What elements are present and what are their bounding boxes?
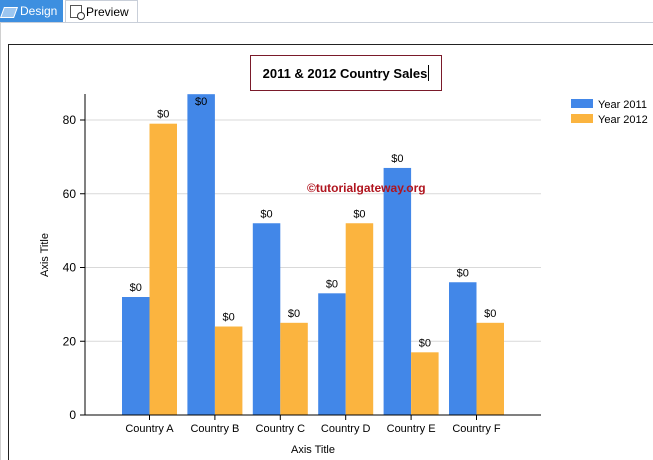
legend-swatch	[571, 114, 593, 123]
x-tick-label: Country C	[256, 423, 306, 435]
bar-year-2012	[280, 322, 308, 415]
y-tick-label: 60	[63, 187, 77, 201]
bar-year-2011	[252, 223, 281, 415]
data-label: $0	[457, 267, 469, 279]
bar-year-2011	[187, 94, 215, 415]
x-tick-label: Country A	[125, 423, 174, 435]
data-label: $0	[353, 208, 365, 220]
watermark-text: ©tutorialgateway.org	[307, 181, 426, 195]
data-label: $0	[130, 282, 142, 294]
bar-year-2011	[449, 282, 477, 415]
design-surface-edge	[0, 22, 1, 460]
x-tick-label: Country E	[387, 423, 436, 435]
bar-year-2011	[122, 297, 150, 415]
y-tick-label: 20	[63, 334, 77, 348]
legend-label: Year 2011	[598, 99, 647, 111]
y-tick-label: 40	[63, 261, 77, 275]
text-caret	[428, 65, 430, 81]
tab-design[interactable]: Design	[0, 0, 63, 22]
report-body	[8, 44, 653, 460]
y-axis-title: Axis Title	[39, 233, 51, 277]
data-label: $0	[484, 308, 496, 320]
preview-icon	[70, 5, 85, 20]
x-tick-label: Country F	[452, 423, 501, 435]
bar-year-2011	[318, 293, 346, 415]
bars	[122, 94, 504, 415]
data-label: $0	[326, 278, 338, 290]
legend-label: Year 2012	[598, 114, 648, 126]
data-label: $0	[195, 96, 207, 108]
data-label: $0	[157, 109, 169, 121]
x-axis-title: Axis Title	[291, 444, 335, 456]
chart-title[interactable]: 2011 & 2012 Country Sales	[250, 55, 442, 91]
bar-year-2012	[149, 123, 177, 415]
tab-preview[interactable]: Preview	[65, 0, 138, 22]
y-tick-label: 80	[63, 113, 77, 127]
legend-swatch	[571, 99, 593, 108]
tab-design-label: Design	[20, 4, 58, 18]
x-tick-label: Country B	[190, 423, 239, 435]
legend: Year 2011 Year 2012	[571, 99, 648, 126]
data-label: $0	[391, 153, 403, 165]
bar-year-2012	[411, 352, 439, 415]
bar-year-2012	[476, 322, 504, 415]
bar-year-2012	[214, 326, 243, 415]
bar-year-2011	[383, 167, 412, 415]
bar-year-2012	[345, 223, 374, 415]
tab-bar: Design Preview	[0, 0, 653, 23]
data-label: $0	[288, 308, 300, 320]
data-label: $0	[260, 208, 272, 220]
x-tick-label: Country D	[321, 423, 371, 435]
data-label: $0	[223, 312, 235, 324]
y-tick-label: 0	[69, 408, 76, 422]
data-label: $0	[419, 337, 431, 349]
axes: 0 20 40 60 80 Country A Country B Country C Coun…	[63, 94, 541, 435]
tab-preview-label: Preview	[86, 4, 129, 19]
data-labels: $0 $0 $0 $0 $0 $0 $0 $0 $0 $0 $0 $0	[130, 96, 497, 349]
chart-title-text: 2011 & 2012 Country Sales	[262, 65, 428, 81]
